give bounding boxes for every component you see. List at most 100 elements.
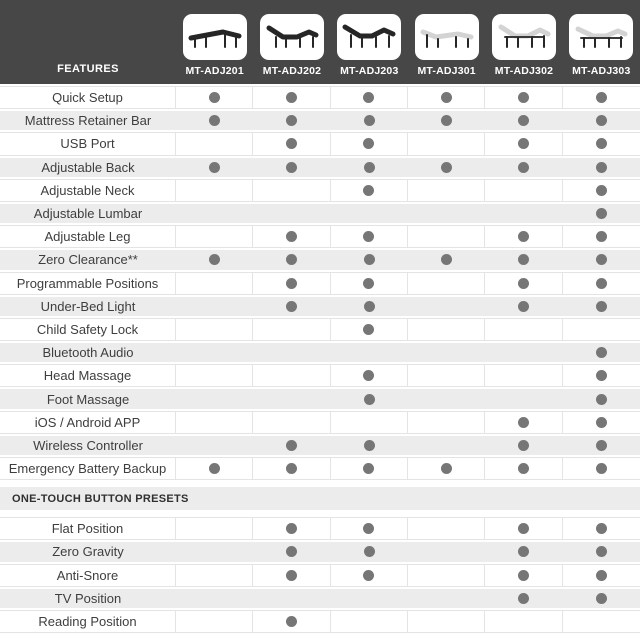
feature-available-cell xyxy=(331,179,408,201)
table-row: Head Massage xyxy=(0,364,640,388)
feature-dot-icon xyxy=(363,393,375,405)
feature-available-cell xyxy=(563,542,640,561)
feature-unavailable-cell xyxy=(563,319,640,340)
feature-dot-icon xyxy=(286,115,298,127)
feature-dot-icon xyxy=(518,115,530,127)
feature-available-cell xyxy=(331,272,408,294)
feature-dot-icon xyxy=(595,416,607,428)
feature-available-cell xyxy=(563,297,640,316)
feature-unavailable-cell xyxy=(176,436,253,455)
feature-available-cell xyxy=(563,458,640,479)
feature-dot-icon xyxy=(363,184,375,196)
table-row: Programmable Positions xyxy=(0,271,640,295)
feature-available-cell xyxy=(485,87,563,109)
feature-available-cell xyxy=(563,589,640,608)
feature-available-cell xyxy=(331,133,408,155)
feature-dot-icon xyxy=(285,523,297,535)
model-image-tile xyxy=(491,14,556,60)
feature-dot-icon xyxy=(363,115,375,127)
feature-unavailable-cell xyxy=(408,542,485,561)
feature-available-cell xyxy=(563,133,640,154)
table-row: Adjustable Neck xyxy=(0,178,640,202)
feature-available-cell xyxy=(485,411,563,433)
feature-unavailable-cell xyxy=(485,179,563,201)
table-row: Zero Clearance** xyxy=(0,248,640,272)
feature-available-cell xyxy=(408,158,485,177)
feature-dot-icon xyxy=(209,161,221,173)
feature-available-cell xyxy=(563,111,640,130)
feature-unavailable-cell xyxy=(485,610,563,633)
feature-unavailable-cell xyxy=(408,297,485,316)
feature-unavailable-cell xyxy=(331,411,408,433)
feature-dot-icon xyxy=(595,592,607,604)
feature-available-cell xyxy=(331,458,408,480)
feature-dot-icon xyxy=(285,569,297,581)
feature-dot-icon xyxy=(285,231,297,243)
feature-available-cell xyxy=(253,458,331,480)
feature-dot-icon xyxy=(363,277,375,289)
feature-unavailable-cell xyxy=(331,343,408,362)
feature-dot-icon xyxy=(517,569,529,581)
feature-dot-icon xyxy=(595,347,607,359)
model-column-mt-adj201: MT-ADJ201 xyxy=(176,14,253,84)
feature-dot-icon xyxy=(286,439,298,451)
bed-articulated-light-icon xyxy=(498,24,551,48)
feature-dot-icon xyxy=(517,463,529,475)
feature-dot-icon xyxy=(285,138,297,150)
table-row: Adjustable Lumbar xyxy=(0,201,640,226)
feature-available-cell xyxy=(176,458,254,480)
feature-dot-icon xyxy=(285,463,297,475)
bed-flat-light-icon xyxy=(420,29,474,48)
feature-label: Anti-Snore xyxy=(0,564,176,586)
feature-dot-icon xyxy=(286,300,298,312)
feature-dot-icon xyxy=(209,254,221,266)
feature-dot-icon xyxy=(363,300,375,312)
feature-available-cell xyxy=(563,87,640,108)
feature-dot-icon xyxy=(518,161,530,173)
feature-unavailable-cell xyxy=(485,343,562,362)
feature-available-cell xyxy=(563,365,640,386)
feature-unavailable-cell xyxy=(408,226,486,248)
feature-label: Head Massage xyxy=(0,365,176,387)
feature-label: USB Port xyxy=(0,133,176,155)
model-name: MT-ADJ202 xyxy=(262,65,322,77)
feature-available-cell xyxy=(563,389,640,408)
model-name: MT-ADJ301 xyxy=(417,65,476,77)
feature-available-cell xyxy=(331,318,408,341)
feature-unavailable-cell xyxy=(331,610,408,633)
feature-available-cell xyxy=(485,158,562,177)
feature-available-cell xyxy=(331,226,408,248)
feature-label: Adjustable Leg xyxy=(0,226,176,248)
feature-available-cell xyxy=(253,111,330,130)
features-header-cell: FEATURES xyxy=(0,63,176,84)
feature-dot-icon xyxy=(363,439,375,451)
feature-dot-icon xyxy=(595,439,607,451)
feature-available-cell xyxy=(563,250,640,269)
bed-head-foot-raised-dark-icon xyxy=(342,24,396,48)
feature-dot-icon xyxy=(518,592,530,604)
feature-dot-icon xyxy=(363,161,375,173)
table-row: Child Safety Lock xyxy=(0,317,640,342)
feature-unavailable-cell xyxy=(485,389,562,408)
feature-dot-icon xyxy=(209,115,221,127)
table-row: Adjustable Leg xyxy=(0,225,640,249)
feature-available-cell xyxy=(331,250,408,269)
feature-available-cell xyxy=(331,542,408,561)
feature-dot-icon xyxy=(363,569,375,581)
feature-dot-icon xyxy=(208,463,220,475)
feature-available-cell xyxy=(331,518,408,540)
feature-label: Reading Position xyxy=(0,610,176,633)
feature-available-cell xyxy=(176,250,253,269)
feature-dot-icon xyxy=(595,523,607,535)
feature-available-cell xyxy=(331,436,408,455)
feature-dot-icon xyxy=(441,254,453,266)
feature-dot-icon xyxy=(595,254,607,266)
feature-available-cell xyxy=(485,518,563,540)
feature-dot-icon xyxy=(595,300,607,312)
feature-label: Zero Gravity xyxy=(52,544,124,560)
feature-dot-icon xyxy=(595,277,607,289)
model-image-tile xyxy=(337,14,402,60)
feature-available-cell xyxy=(563,180,640,201)
table-row: Mattress Retainer Bar xyxy=(0,109,640,133)
feature-unavailable-cell xyxy=(485,318,563,341)
